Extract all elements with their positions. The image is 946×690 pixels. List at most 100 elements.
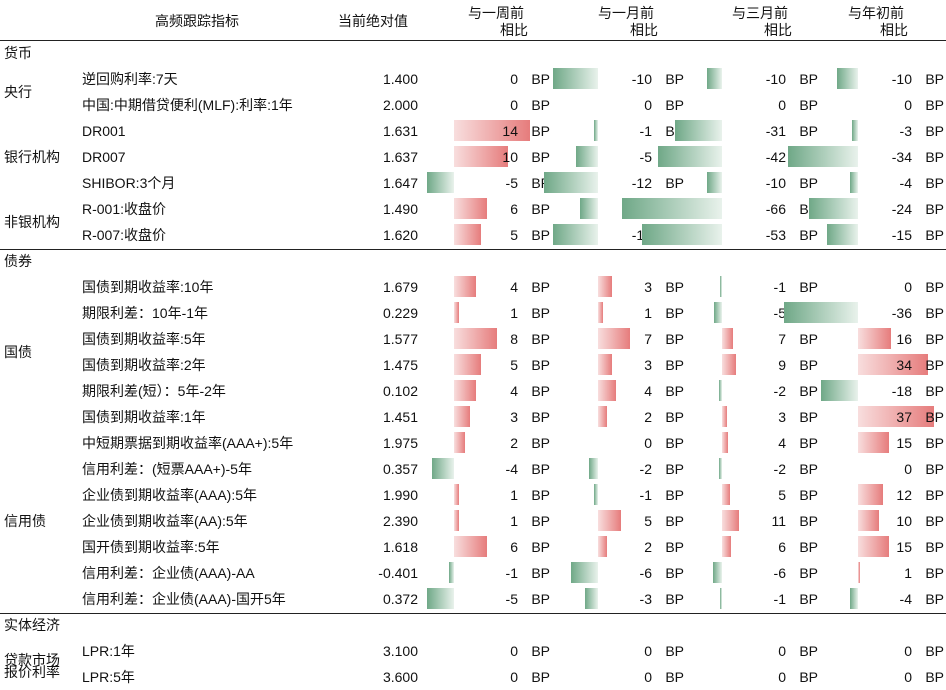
indicator-name: 信用利差：企业债(AAA)-AA xyxy=(82,565,255,581)
change-value: -1 xyxy=(639,123,652,139)
indicator-name: 企业债到期收益率(AAA):5年 xyxy=(82,487,258,503)
change-bar xyxy=(454,510,460,531)
unit-label: BP xyxy=(925,669,944,685)
change-month-cell: 2 BP xyxy=(558,534,686,560)
change-value: 5 xyxy=(510,357,518,373)
unit-label: BP xyxy=(665,513,684,529)
change-quarter-cell: 11 BP xyxy=(692,508,820,534)
table-row: SHIBOR:3个月 1.647 -5 BP -12 BP -10 BP -4 BP xyxy=(0,170,946,196)
change-bar xyxy=(808,198,858,219)
change-value: 0 xyxy=(904,669,912,685)
change-value: 0 xyxy=(510,71,518,87)
change-bar xyxy=(858,354,928,375)
change-value: 12 xyxy=(896,487,912,503)
group-label: 央行 xyxy=(4,84,32,100)
change-ytd-cell: 0 BP xyxy=(818,456,946,482)
change-bar xyxy=(658,146,722,167)
change-value: 0 xyxy=(904,643,912,659)
change-bar xyxy=(720,588,722,609)
change-bar xyxy=(454,354,482,375)
change-value: 5 xyxy=(510,227,518,243)
change-value: 1 xyxy=(644,305,652,321)
unit-label: BP xyxy=(799,71,818,87)
change-value: 2 xyxy=(644,539,652,555)
change-bar xyxy=(837,68,858,89)
change-bar xyxy=(722,354,736,375)
change-bar xyxy=(706,68,722,89)
change-value: 4 xyxy=(644,383,652,399)
table-row: 信用利差：企业债(AAA)-国开5年 0.372 -5 BP -3 BP -1 BP -4 BP xyxy=(0,586,946,612)
change-value: 3 xyxy=(644,357,652,373)
unit-label: BP xyxy=(925,643,944,659)
change-bar xyxy=(849,588,858,609)
group-label: 银行机构 xyxy=(4,149,60,165)
change-value: 4 xyxy=(778,435,786,451)
change-bar xyxy=(598,354,612,375)
change-week-cell: -5 BP xyxy=(424,170,552,196)
change-month-cell: -1BP xyxy=(558,118,686,144)
change-bar xyxy=(426,172,454,193)
change-value: 5 xyxy=(778,487,786,503)
change-month-cell: 3 BP xyxy=(558,352,686,378)
unit-label: BP xyxy=(665,487,684,503)
change-ytd-cell: -4 BP xyxy=(818,586,946,612)
unit-label: BP xyxy=(799,643,818,659)
change-month-cell: 0 BP xyxy=(558,664,686,690)
change-bar xyxy=(448,562,454,583)
unit-label: BP xyxy=(531,409,550,425)
unit-label: BP xyxy=(665,97,684,113)
indicator-name: 国开债到期收益率:5年 xyxy=(82,539,220,555)
change-value: 15 xyxy=(896,435,912,451)
change-value: 9 xyxy=(778,357,786,373)
current-value: 1.577 xyxy=(382,331,418,347)
current-value: 3.100 xyxy=(382,643,418,659)
change-week-cell: 1 BP xyxy=(424,482,552,508)
unit-label: BP xyxy=(531,305,550,321)
change-value: -4 xyxy=(505,461,518,477)
change-value: 2 xyxy=(644,409,652,425)
change-bar xyxy=(589,458,598,479)
change-month-cell: 0 BP xyxy=(558,92,686,118)
change-value: 10 xyxy=(896,513,912,529)
change-value: -4 xyxy=(899,175,912,191)
change-bar xyxy=(858,432,889,453)
unit-label: BP xyxy=(799,279,818,295)
unit-label: BP xyxy=(531,383,550,399)
change-quarter-cell: 6 BP xyxy=(692,534,820,560)
header-month-line1: 与一月前 xyxy=(598,5,654,21)
indicator-name: SHIBOR:3个月 xyxy=(82,175,176,191)
change-bar xyxy=(827,224,858,245)
unit-label: BP xyxy=(531,357,550,373)
indicator-name: 期限利差：10年-1年 xyxy=(82,305,209,321)
change-month-cell: 7 BP xyxy=(558,326,686,352)
change-value: -10 xyxy=(631,71,652,87)
table-row: 国债到期收益率:1年 1.451 3 BP 2 BP 3 BP 37 BP xyxy=(0,404,946,430)
group-label: 报价利率 xyxy=(4,664,60,680)
change-quarter-cell: 0 BP xyxy=(692,92,820,118)
change-bar xyxy=(718,458,722,479)
change-ytd-cell: 0 BP xyxy=(818,92,946,118)
change-quarter-cell: -66BP xyxy=(622,196,820,222)
change-value: 1 xyxy=(904,565,912,581)
unit-label: BP xyxy=(925,201,944,217)
change-value: 8 xyxy=(510,331,518,347)
change-bar xyxy=(722,328,733,349)
change-bar xyxy=(858,328,891,349)
change-ytd-cell: -24 BP xyxy=(808,196,946,222)
change-bar xyxy=(553,224,598,245)
unit-label: BP xyxy=(531,461,550,477)
current-value: 2.390 xyxy=(382,513,418,529)
change-value: 0 xyxy=(778,669,786,685)
change-value: -1 xyxy=(773,591,786,607)
change-value: 4 xyxy=(510,279,518,295)
change-bar xyxy=(722,536,732,557)
current-value: 1.631 xyxy=(382,123,418,139)
unit-label: BP xyxy=(925,123,944,139)
indicator-name: 国债到期收益率:10年 xyxy=(82,279,214,295)
unit-label: BP xyxy=(799,227,818,243)
unit-label: BP xyxy=(925,357,944,373)
table-row: 企业债到期收益率(AAA):5年 1.990 1 BP -1 BP 5 BP 12 BP xyxy=(0,482,946,508)
current-value: 0.357 xyxy=(382,461,418,477)
change-week-cell: 2 BP xyxy=(424,430,552,456)
change-value: 0 xyxy=(644,669,652,685)
